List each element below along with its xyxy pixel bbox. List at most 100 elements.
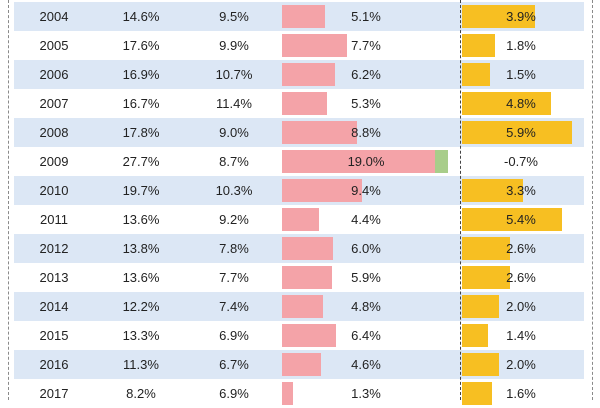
- col2-value: 11.4%: [216, 96, 252, 111]
- table-row: 2004 14.6% 9.5% 5.1% 3.9%: [0, 2, 600, 31]
- col1-value: 17.8%: [122, 125, 160, 140]
- col4-bar: [462, 382, 492, 405]
- column-separator-dashed: [460, 0, 461, 400]
- col3-bar: [282, 5, 326, 28]
- col3-value: 9.4%: [351, 183, 381, 198]
- col2-value: 9.9%: [219, 38, 249, 53]
- col1-value: 8.2%: [126, 386, 156, 401]
- col3-bar: [282, 179, 362, 202]
- col3-value: 19.0%: [347, 154, 385, 169]
- col4-value: 1.5%: [506, 67, 536, 82]
- year-cell: 2010: [39, 183, 69, 198]
- table-row: 2006 16.9% 10.7% 6.2% 1.5%: [0, 60, 600, 89]
- col4-bar: [462, 208, 563, 231]
- col3-bar: [282, 63, 335, 86]
- col2-value: 9.0%: [219, 125, 249, 140]
- col2-value: 10.3%: [215, 183, 253, 198]
- col3-value: 6.0%: [351, 241, 381, 256]
- year-cell: 2016: [39, 357, 69, 372]
- col4-value: 2.0%: [506, 357, 536, 372]
- col3-value: 5.1%: [351, 9, 381, 24]
- col1-value: 13.8%: [122, 241, 160, 256]
- col2-value: 7.8%: [219, 241, 249, 256]
- col2-value: 6.7%: [219, 357, 249, 372]
- table-row: 2005 17.6% 9.9% 7.7% 1.8%: [0, 31, 600, 60]
- col4-value: 2.6%: [506, 270, 536, 285]
- col1-value: 14.6%: [122, 9, 160, 24]
- col3-bar: [282, 382, 294, 405]
- table-row: 2017 8.2% 6.9% 1.3% 1.6%: [0, 379, 600, 408]
- col4-value: 4.8%: [506, 96, 536, 111]
- col4-negative-bar: [434, 150, 448, 173]
- col4-value: 5.9%: [506, 125, 536, 140]
- col4-value: 3.9%: [506, 9, 536, 24]
- col3-value: 4.6%: [351, 357, 381, 372]
- col3-bar: [282, 34, 348, 57]
- col3-bar: [282, 353, 322, 376]
- col3-value: 5.3%: [351, 96, 381, 111]
- col1-value: 17.6%: [122, 38, 160, 53]
- col3-bar: [282, 208, 320, 231]
- col4-bar: [462, 324, 489, 347]
- col1-value: 12.2%: [122, 299, 160, 314]
- col2-value: 6.9%: [219, 386, 249, 401]
- col3-bar: [282, 150, 444, 173]
- year-cell: 2013: [39, 270, 69, 285]
- col4-value: 1.8%: [506, 38, 536, 53]
- col1-value: 13.3%: [122, 328, 160, 343]
- col4-value: 2.6%: [506, 241, 536, 256]
- col4-bar: [462, 121, 572, 144]
- year-cell: 2006: [39, 67, 69, 82]
- col4-value: 2.0%: [506, 299, 536, 314]
- left-dashed-border: [8, 0, 9, 400]
- col3-bar: [282, 324, 337, 347]
- col2-value: 7.4%: [219, 299, 249, 314]
- col1-value: 19.7%: [122, 183, 160, 198]
- col3-value: 4.8%: [351, 299, 381, 314]
- col1-value: 16.7%: [122, 96, 160, 111]
- col4-value: 3.3%: [506, 183, 536, 198]
- col3-value: 6.4%: [351, 328, 381, 343]
- col3-value: 1.3%: [351, 386, 381, 401]
- col4-value: 5.4%: [506, 212, 536, 227]
- year-cell: 2004: [39, 9, 69, 24]
- col1-value: 16.9%: [122, 67, 160, 82]
- col4-bar: [462, 266, 511, 289]
- table-row: 2007 16.7% 11.4% 5.3% 4.8%: [0, 89, 600, 118]
- table-row: 2011 13.6% 9.2% 4.4% 5.4%: [0, 205, 600, 234]
- col4-bar: [462, 237, 511, 260]
- col4-bar: [462, 295, 500, 318]
- table-row: 2016 11.3% 6.7% 4.6% 2.0%: [0, 350, 600, 379]
- table-row: 2008 17.8% 9.0% 8.8% 5.9%: [0, 118, 600, 147]
- col4-value: 1.6%: [506, 386, 536, 401]
- year-cell: 2009: [39, 154, 69, 169]
- col1-value: 13.6%: [122, 212, 160, 227]
- col4-bar: [462, 92, 552, 115]
- col3-value: 8.8%: [351, 125, 381, 140]
- col3-bar: [282, 295, 323, 318]
- col3-value: 4.4%: [351, 212, 381, 227]
- col4-bar: [462, 179, 524, 202]
- col2-value: 7.7%: [219, 270, 249, 285]
- col4-bar: [462, 353, 500, 376]
- year-cell: 2017: [39, 386, 69, 401]
- year-cell: 2008: [39, 125, 69, 140]
- col4-bar: [462, 34, 496, 57]
- col4-bar: [462, 5, 535, 28]
- col3-value: 7.7%: [351, 38, 381, 53]
- col4-value: 1.4%: [506, 328, 536, 343]
- year-cell: 2014: [39, 299, 69, 314]
- col3-bar: [282, 92, 328, 115]
- table-row: 2009 27.7% 8.7% 19.0% -0.7%: [0, 147, 600, 176]
- table-row: 2015 13.3% 6.9% 6.4% 1.4%: [0, 321, 600, 350]
- table-row: 2014 12.2% 7.4% 4.8% 2.0%: [0, 292, 600, 321]
- col1-value: 11.3%: [123, 357, 159, 372]
- year-cell: 2015: [39, 328, 69, 343]
- table-row: 2012 13.8% 7.8% 6.0% 2.6%: [0, 234, 600, 263]
- year-cell: 2012: [39, 241, 69, 256]
- col2-value: 6.9%: [219, 328, 249, 343]
- col2-value: 9.2%: [219, 212, 249, 227]
- table-row: 2010 19.7% 10.3% 9.4% 3.3%: [0, 176, 600, 205]
- table-row: 2013 13.6% 7.7% 5.9% 2.6%: [0, 263, 600, 292]
